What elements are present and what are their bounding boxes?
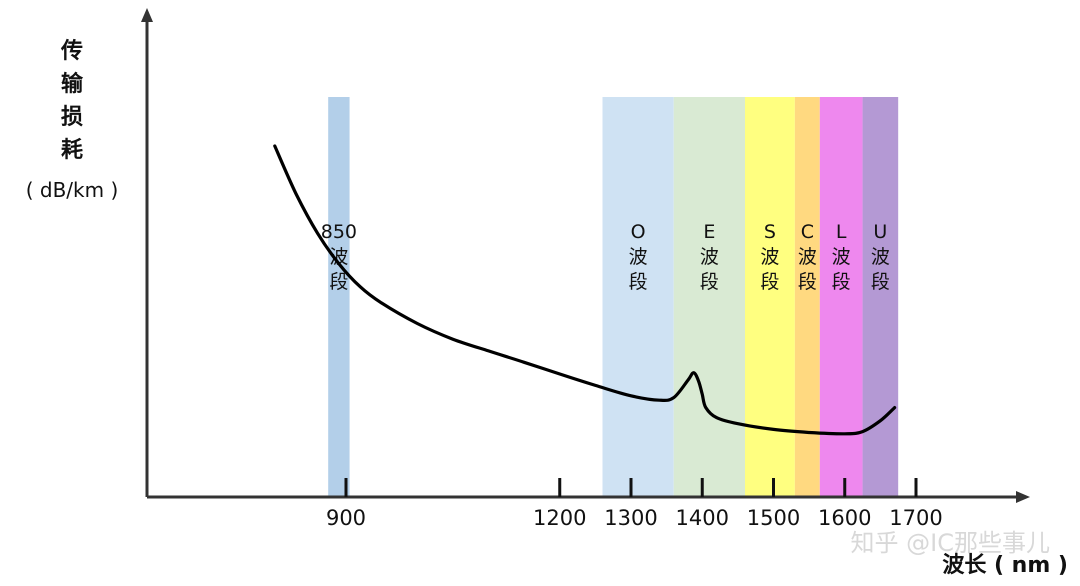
band-label-2-1: 波 [700, 246, 719, 268]
band-label-3-1: 波 [760, 246, 779, 268]
x-tick-label-5: 1600 [818, 506, 871, 530]
band-label-2-2: 段 [700, 271, 719, 293]
band-rect-6 [862, 97, 899, 497]
x-axis-title: 波长 ( nm ) [942, 553, 1068, 578]
band-label-2-0: E [703, 221, 715, 243]
x-tick-label-4: 1500 [747, 506, 800, 530]
band-label-1-1: 波 [629, 246, 648, 268]
band-rect-2 [673, 97, 745, 497]
band-label-6-2: 段 [871, 271, 890, 293]
x-tick-label-0: 900 [326, 506, 366, 530]
loss-curve-group [273, 144, 897, 436]
band-label-4-0: C [801, 221, 814, 243]
band-label-0-0: 850 [321, 221, 357, 243]
x-tick-label-3: 1400 [676, 506, 729, 530]
band-rect-5 [819, 97, 863, 497]
y-axis-arrow [141, 8, 153, 22]
y-axis-title-line-0: 传 [60, 39, 83, 64]
band-label-0-2: 段 [329, 271, 348, 293]
watermark-text: 知乎 @IC那些事儿 [851, 529, 1050, 557]
x-ticks: 900 1200 1300 1400 1500 1600 1700 [326, 478, 943, 530]
band-label-3-0: S [764, 221, 776, 243]
band-rect-4 [794, 97, 820, 497]
band-rect-1 [602, 97, 674, 497]
band-label-0-1: 波 [329, 246, 348, 268]
band-rect-3 [745, 97, 795, 497]
axes [141, 8, 1030, 503]
band-label-4-1: 波 [798, 246, 817, 268]
y-axis-title-line-2: 损 [61, 105, 83, 130]
loss-curve-0 [273, 144, 897, 436]
x-tick-label-2: 1300 [604, 506, 657, 530]
band-label-5-1: 波 [832, 246, 851, 268]
band-label-4-2: 段 [798, 271, 817, 293]
y-axis-title-line-1: 输 [61, 71, 84, 97]
band-label-1-2: 段 [629, 271, 648, 293]
x-tick-label-6: 1700 [889, 506, 942, 530]
band-label-3-2: 段 [760, 271, 779, 293]
band-label-5-0: L [836, 221, 847, 243]
y-axis-title-line-3: 耗 [61, 137, 83, 163]
x-axis-arrow [1016, 491, 1030, 503]
band-rect-0 [328, 97, 350, 497]
band-label-6-1: 波 [871, 246, 890, 268]
band-label-1-0: O [631, 221, 646, 243]
band-label-5-2: 段 [832, 271, 851, 293]
y-axis-title-line-4: ( dB/km ) [26, 178, 119, 202]
band-label-6-0: U [873, 221, 887, 243]
x-tick-label-1: 1200 [533, 506, 586, 530]
